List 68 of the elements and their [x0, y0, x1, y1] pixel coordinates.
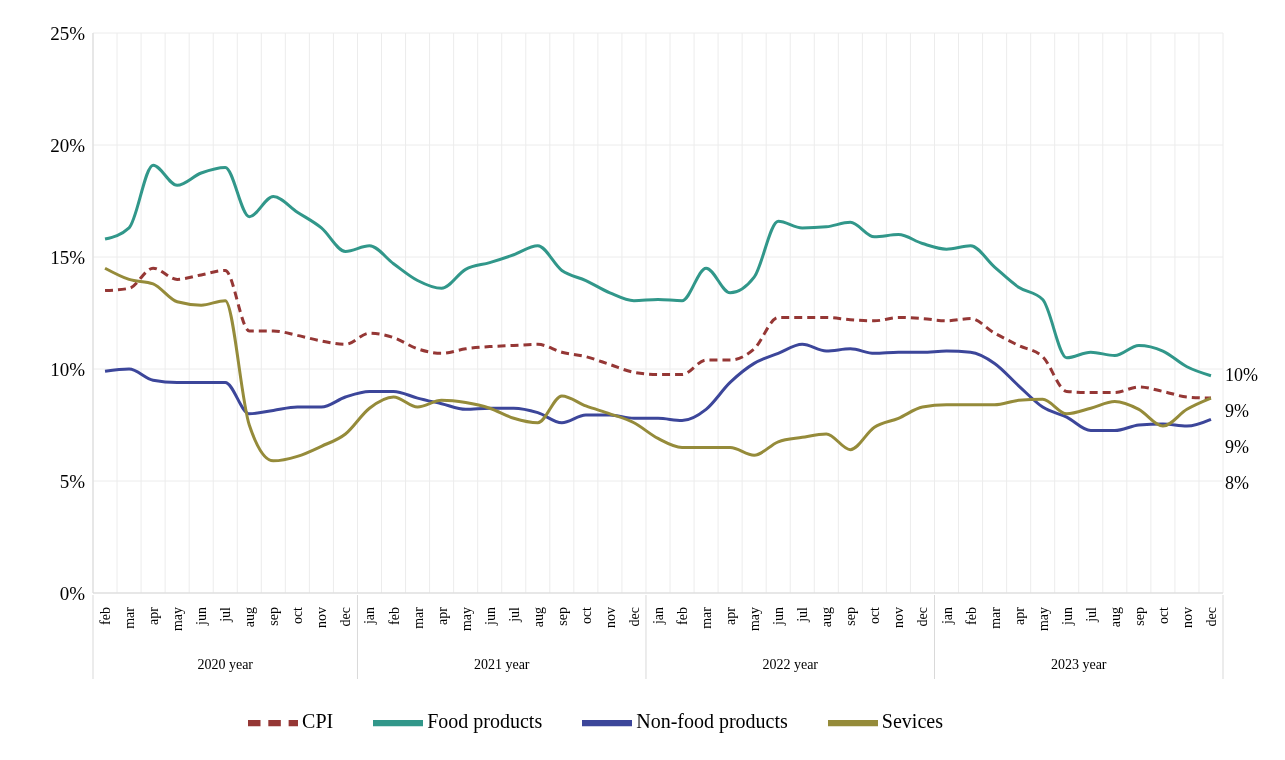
x-tick-label: may [170, 607, 186, 632]
x-tick-label: may [1035, 607, 1051, 632]
x-tick-label: nov [314, 607, 330, 628]
x-tick-label: oct [578, 606, 594, 625]
x-tick-label: aug [242, 607, 258, 628]
y-tick-label: 20% [50, 134, 86, 156]
x-tick-label: apr [1011, 606, 1027, 625]
x-tick-label: jun [1059, 607, 1075, 626]
x-tick-label: aug [819, 607, 835, 628]
x-tick-label: jan [362, 607, 378, 626]
text: 2022 year [762, 657, 819, 672]
x-tick-label: sep [266, 607, 282, 626]
legend-label: Non-food products [636, 709, 788, 732]
x-tick-label: aug [530, 607, 546, 628]
x-tick-label: apr [434, 606, 450, 625]
x-tick-label: jul [218, 606, 234, 623]
x-tick-label: mar [699, 606, 715, 629]
x-tick-label: nov [602, 607, 618, 628]
x-tick-label: jan [939, 607, 955, 626]
x-tick-label: jul [506, 606, 522, 623]
x-tick-label: jun [482, 607, 498, 626]
x-tick-label: dec [626, 607, 642, 627]
text: 2023 year [1050, 657, 1107, 672]
x-tick-label: apr [723, 606, 739, 625]
x-tick-label: sep [1131, 607, 1147, 626]
x-tick-label: jun [771, 607, 787, 626]
legend-label: Sevices [881, 709, 943, 732]
y-tick-label: 25% [50, 22, 86, 44]
x-tick-label: mar [987, 606, 1003, 629]
y-tick-label: 15% [50, 246, 86, 268]
x-tick-label: jan [651, 607, 666, 626]
line-series [103, 266, 1213, 463]
legend-label: Food products [427, 709, 543, 732]
x-tick-label: jul [795, 606, 811, 623]
x-tick-label: sep [843, 607, 859, 626]
x-tick-label: feb [98, 607, 114, 625]
line-series [103, 342, 1213, 433]
data-label: 9% [1224, 400, 1249, 421]
x-tick-label: sep [554, 607, 570, 626]
x-tick-label: aug [1107, 607, 1123, 628]
x-tick-label: may [458, 607, 474, 632]
x-tick-label: oct [867, 606, 883, 625]
y-tick-label: 10% [50, 358, 86, 380]
x-tick-label: feb [963, 607, 979, 625]
x-tick-label: mar [122, 606, 138, 629]
x-tick-label: dec [1203, 607, 1219, 627]
x-tick-label: oct [290, 606, 306, 625]
x-tick-label: may [747, 607, 763, 632]
data-label: 8% [1224, 472, 1249, 493]
text: 2021 year [473, 657, 530, 672]
x-tick-label: mar [410, 606, 426, 629]
x-tick-label: dec [338, 607, 354, 627]
line-series [103, 163, 1213, 378]
x-tick-label: nov [891, 607, 907, 628]
text: 2020 year [197, 657, 254, 672]
y-tick-label: 5% [59, 470, 86, 492]
x-tick-label: jun [194, 607, 210, 626]
y-tick-label: 0% [59, 582, 86, 604]
legend-label: CPI [302, 709, 334, 732]
x-tick-label: jul [1083, 606, 1099, 623]
data-label: 10% [1224, 364, 1258, 385]
data-label: 9% [1224, 436, 1249, 457]
x-tick-label: oct [1155, 606, 1171, 625]
x-tick-label: feb [675, 607, 691, 625]
x-tick-label: apr [146, 606, 162, 625]
x-tick-label: nov [1179, 607, 1195, 628]
x-tick-label: feb [386, 607, 402, 625]
x-tick-label: dec [915, 607, 931, 627]
